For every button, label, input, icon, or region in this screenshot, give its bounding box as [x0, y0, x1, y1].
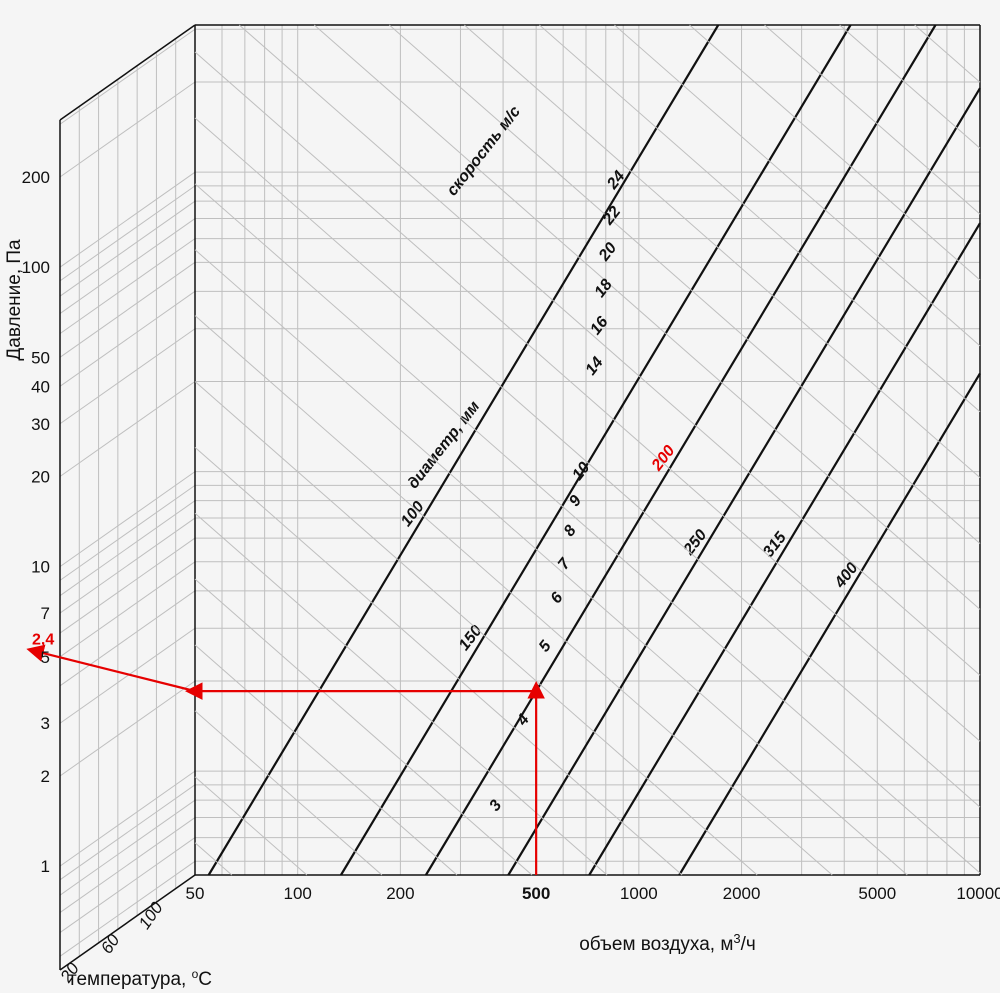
y-tick-30: 30: [31, 415, 50, 434]
x-tick-50: 50: [186, 884, 205, 903]
x-tick-200: 200: [386, 884, 414, 903]
x-tick-500: 500: [522, 884, 550, 903]
y-tick-2: 2: [41, 767, 50, 786]
y-tick-20: 20: [31, 467, 50, 486]
x-axis-label: объем воздуха, м3/ч: [579, 931, 756, 956]
x-tick-10000: 10000: [956, 884, 1000, 903]
y-axis-label: Давление, Па: [4, 239, 25, 361]
y-tick-5: 5: [41, 648, 50, 667]
nomogram-chart: 100150200250315400диаметр, мм34567891014…: [0, 0, 1000, 993]
y-tick-100: 100: [22, 258, 50, 277]
x-tick-2000: 2000: [723, 884, 761, 903]
y-tick-10: 10: [31, 558, 50, 577]
x-tick-1000: 1000: [620, 884, 658, 903]
y-tick-50: 50: [31, 348, 50, 367]
y-tick-7: 7: [41, 604, 50, 623]
y-tick-200: 200: [22, 168, 50, 187]
x-tick-5000: 5000: [858, 884, 896, 903]
y-tick-3: 3: [41, 714, 50, 733]
temp-axis-label: температура, oС: [68, 967, 212, 990]
y-tick-40: 40: [31, 377, 50, 396]
x-tick-100: 100: [284, 884, 312, 903]
callout-pressure-value: 2,4: [32, 631, 54, 648]
y-tick-1: 1: [41, 857, 50, 876]
